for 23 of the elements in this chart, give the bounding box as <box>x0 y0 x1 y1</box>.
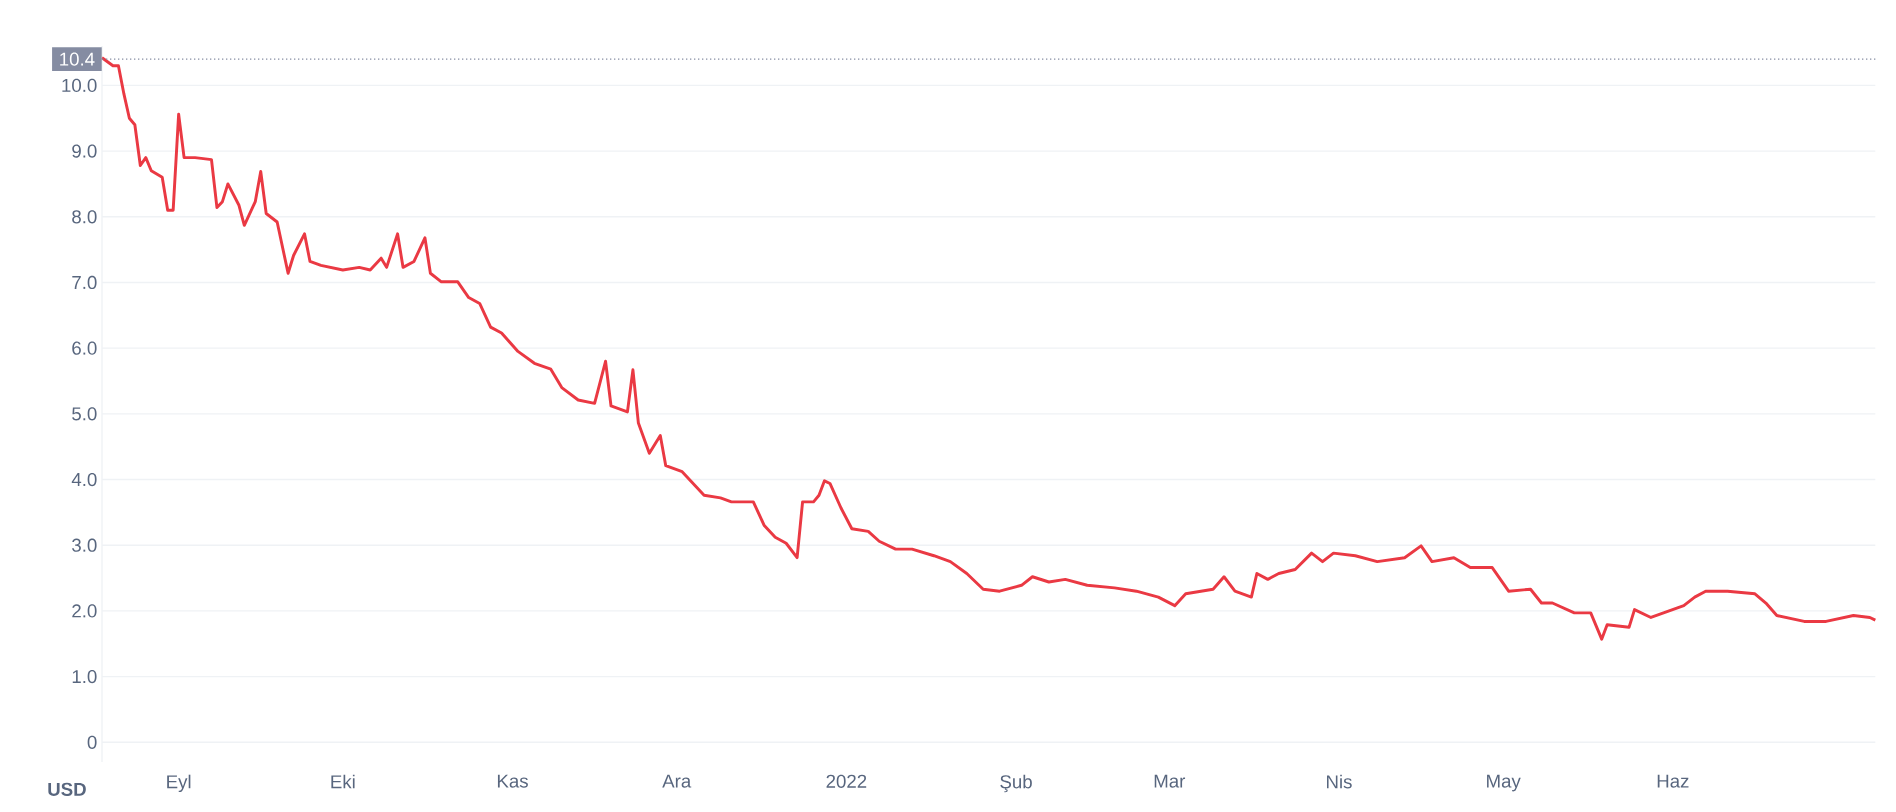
x-tick-label: Kas <box>497 774 528 788</box>
y-tick-label: 6.0 <box>72 341 97 355</box>
y-tick-label: 8.0 <box>72 210 97 224</box>
y-tick-label: 0 <box>87 735 97 749</box>
y-tick-label: 10.0 <box>62 78 97 93</box>
y-tick-label: 5.0 <box>72 407 97 421</box>
x-tick-label: Haz <box>1657 774 1689 788</box>
y-tick-label: 7.0 <box>72 275 97 290</box>
x-tick-label: Eki <box>331 774 355 789</box>
y-tick-label: 4.0 <box>71 472 97 487</box>
y-tick-label: 2.0 <box>72 604 97 618</box>
y-tick-label: 3.0 <box>72 538 97 552</box>
x-tick-label: Nis <box>1327 774 1352 789</box>
x-tick-label: Şub <box>1000 774 1032 793</box>
x-tick-label: Mar <box>1154 774 1186 788</box>
y-tick-label: 9.0 <box>72 144 97 158</box>
x-tick-label: Eyl <box>167 774 191 793</box>
ref-line-label: 10.4 <box>60 52 95 66</box>
y-axis-title: USD <box>48 782 86 796</box>
x-tick-label: 2022 <box>826 774 867 788</box>
x-tick-label: May <box>1487 774 1521 792</box>
y-tick-label: 1.0 <box>72 669 97 684</box>
x-tick-label: Ara <box>662 774 692 788</box>
